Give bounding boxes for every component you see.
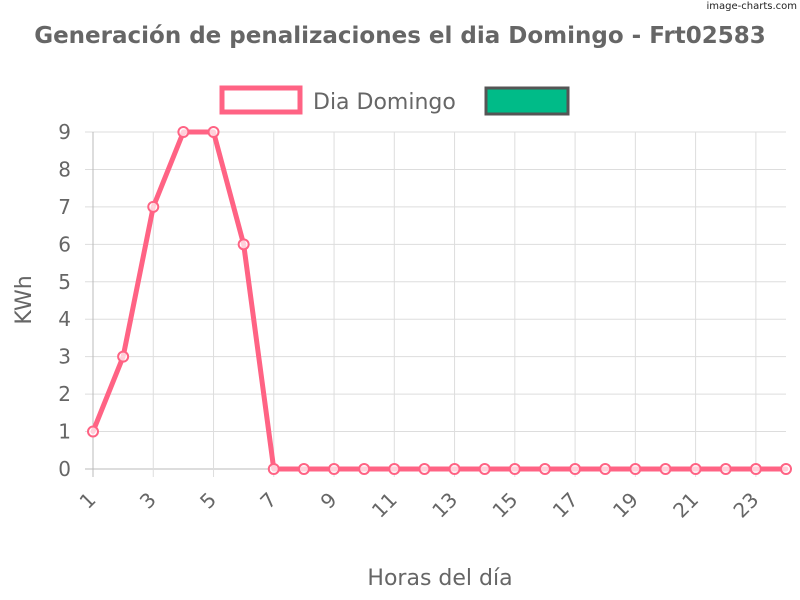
x-tick-label: 9 (316, 488, 342, 514)
data-point[interactable] (448, 463, 461, 475)
data-point[interactable] (418, 463, 431, 475)
data-point[interactable] (297, 463, 310, 475)
data-point[interactable] (87, 425, 99, 438)
y-tick-label: 9 (58, 120, 71, 144)
x-axis-label: Horas del día (367, 566, 512, 591)
x-axis-ticks: 1 3 5 7 9 11 13 15 17 19 21 23 (75, 488, 764, 523)
legend: Dia Domingo (219, 85, 570, 116)
x-tick-label: 1 (75, 488, 101, 514)
data-point[interactable] (629, 463, 642, 475)
data-point[interactable] (388, 463, 401, 475)
x-tick-label: 17 (548, 488, 583, 523)
series (87, 126, 792, 475)
x-tick-label: 23 (728, 488, 763, 523)
data-point[interactable] (719, 463, 732, 475)
legend-swatch-unnamed (484, 86, 570, 116)
data-point[interactable] (538, 463, 551, 475)
chart-title: Generación de penalizaciones el dia Domi… (34, 23, 766, 49)
x-tick-label: 21 (668, 488, 703, 523)
data-point[interactable] (599, 463, 612, 475)
x-tick-label: 7 (255, 488, 281, 514)
data-point[interactable] (237, 238, 250, 251)
y-tick-label: 1 (58, 420, 71, 444)
data-point[interactable] (267, 463, 280, 475)
x-tick-label: 3 (135, 488, 161, 514)
legend-label-dia-domingo: Dia Domingo (313, 90, 456, 115)
y-tick-label: 8 (58, 157, 71, 181)
y-axis-ticks: 0 1 2 3 4 5 6 7 8 9 (58, 120, 71, 481)
watermark: image-charts.com (707, 1, 798, 12)
x-tick-label: 19 (608, 488, 643, 523)
data-point[interactable] (508, 463, 521, 475)
data-point[interactable] (780, 463, 792, 475)
data-point[interactable] (147, 200, 160, 213)
y-tick-label: 4 (58, 307, 71, 331)
legend-item-unnamed[interactable] (484, 86, 570, 116)
y-tick-label: 2 (58, 382, 71, 406)
data-point[interactable] (569, 463, 582, 475)
y-axis-label: KWh (12, 275, 37, 324)
data-point[interactable] (749, 463, 762, 475)
x-tick-label: 11 (367, 488, 402, 523)
data-point[interactable] (207, 126, 220, 138)
x-tick-label: 13 (427, 488, 462, 523)
data-point[interactable] (117, 350, 130, 363)
series-line-0 (90, 129, 789, 472)
data-point[interactable] (478, 463, 491, 475)
legend-item-dia-domingo[interactable]: Dia Domingo (219, 85, 456, 115)
y-tick-label: 6 (58, 232, 71, 256)
y-tick-label: 0 (58, 457, 71, 481)
y-tick-label: 7 (58, 195, 71, 219)
data-point[interactable] (177, 126, 190, 138)
y-tick-label: 3 (58, 345, 71, 369)
data-point[interactable] (659, 463, 672, 475)
data-point[interactable] (328, 463, 341, 475)
x-tick-label: 15 (487, 488, 522, 523)
y-tick-label: 5 (58, 270, 71, 294)
grid (85, 131, 786, 477)
data-point[interactable] (689, 463, 702, 475)
x-tick-label: 5 (195, 488, 221, 514)
legend-swatch-dia-domingo (219, 85, 303, 115)
data-point[interactable] (358, 463, 371, 475)
